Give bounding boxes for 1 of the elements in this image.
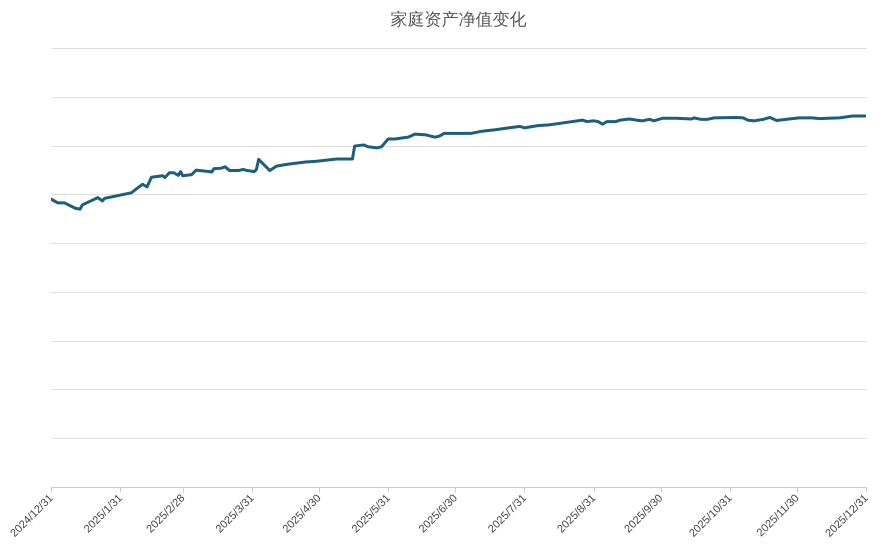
chart-title: 家庭资产净值变化 [390,10,526,29]
